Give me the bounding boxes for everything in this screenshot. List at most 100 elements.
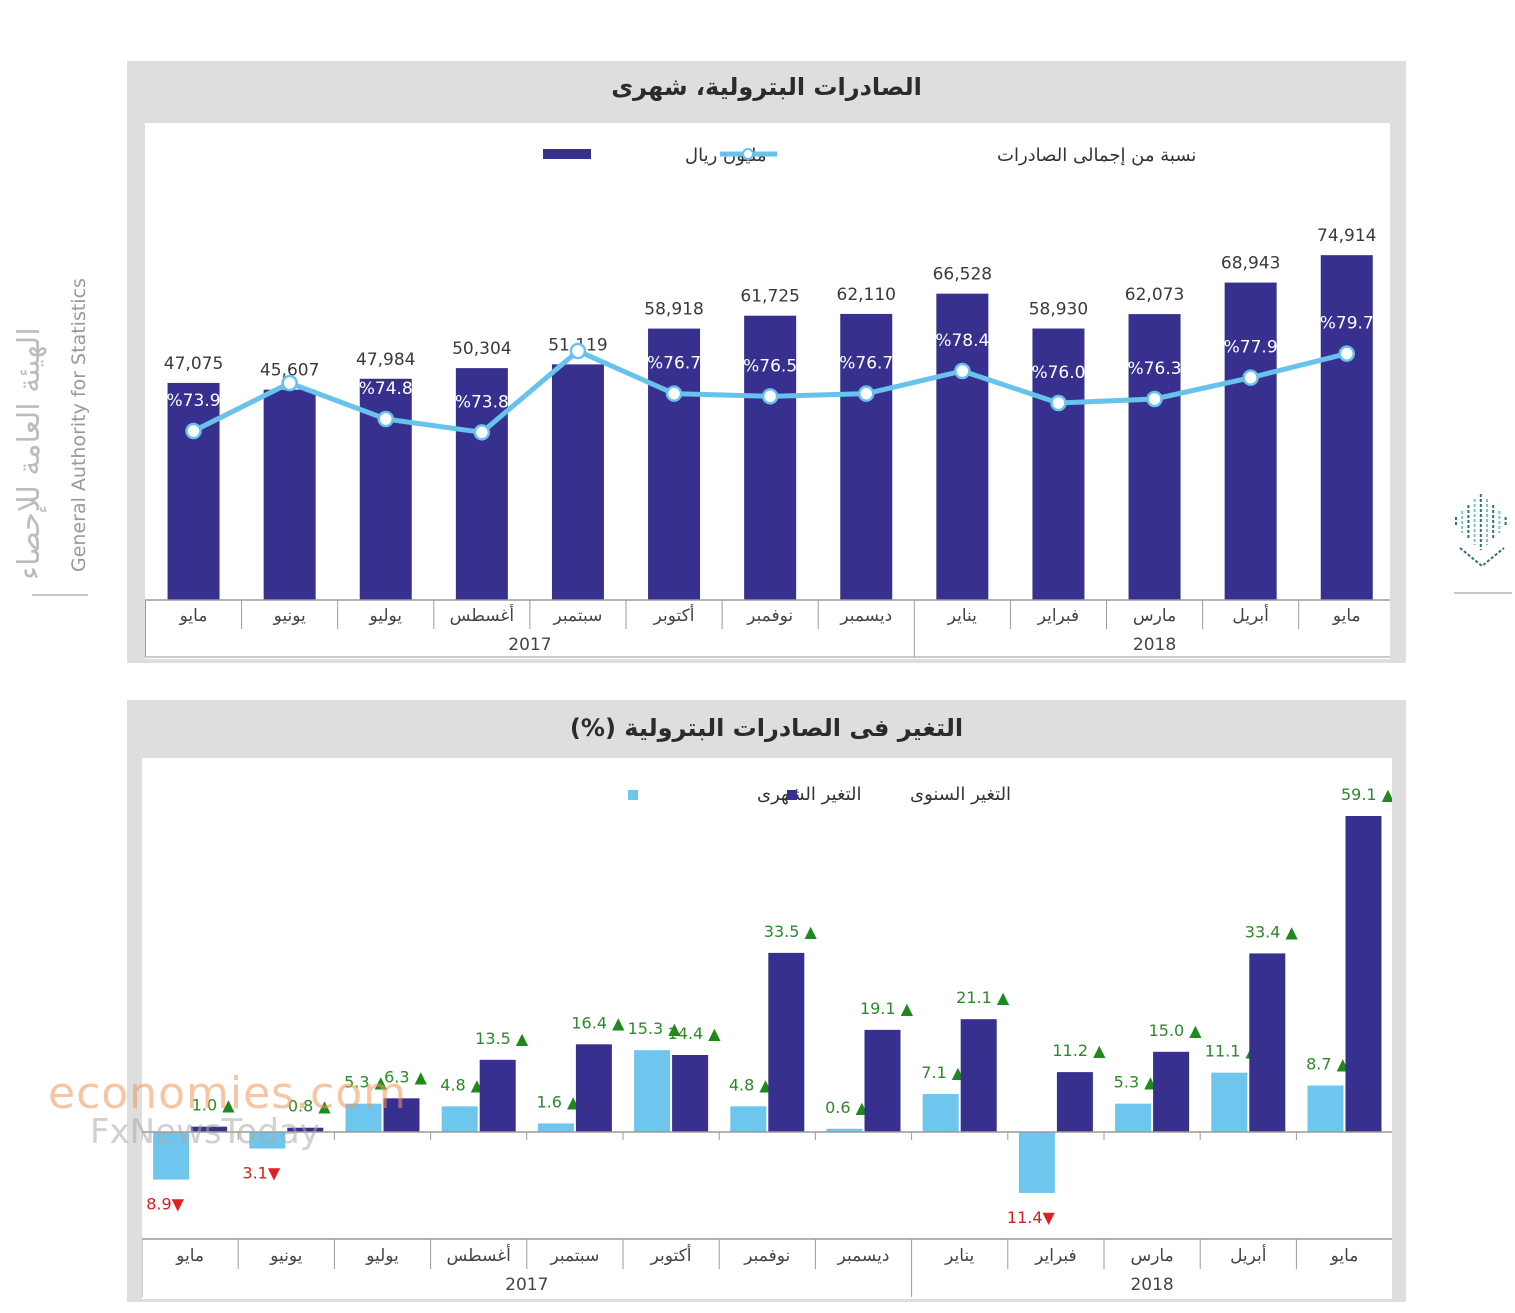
annual-change-label: 15.0 ▲ <box>1149 1021 1203 1040</box>
x-tick-label: أغسطس <box>450 604 514 626</box>
x-tick-label: مايو <box>1330 1246 1359 1266</box>
legend-label-line: نسبة من إجمالى الصادرات <box>997 145 1196 166</box>
x-tick-label: ديسمبر <box>837 1246 890 1266</box>
line-point <box>473 424 491 441</box>
bar-monthly-change <box>730 1106 767 1132</box>
line-value-label: %79.7 <box>1320 314 1374 334</box>
x-tick-label: يونيو <box>269 1246 302 1266</box>
annual-change-label: 16.4 ▲ <box>571 1013 625 1032</box>
line-point <box>1242 369 1259 386</box>
line-value-label: %79.9 <box>551 311 605 331</box>
annual-change-label: 13.5 ▲ <box>475 1029 529 1048</box>
bar-value-label: 45,607 <box>260 361 319 381</box>
line-point <box>377 410 394 428</box>
x-tick-label: سبتمبر <box>549 1246 599 1266</box>
bar-annual-change <box>768 952 805 1132</box>
bar-exports <box>1224 282 1277 600</box>
x-tick-label: أبريل <box>1230 1244 1266 1266</box>
year-label: 2018 <box>1130 1275 1173 1295</box>
annual-change-label: 19.1 ▲ <box>860 999 914 1018</box>
bar-monthly-change <box>634 1050 671 1132</box>
x-tick-label: مايو <box>175 1246 204 1266</box>
up-arrow-icon: ▲ <box>318 1097 331 1116</box>
side-branding-english: General Authority for Statistics <box>48 278 90 580</box>
line-value-label: %76.5 <box>743 356 797 376</box>
line-point <box>858 385 875 402</box>
bar-annual-change <box>287 1127 324 1132</box>
chart-1-title: الصادرات البترولية، شهرى <box>611 73 922 101</box>
bar-exports <box>936 293 989 600</box>
annual-change-label: 0.8 ▲ <box>288 1097 332 1116</box>
x-tick-label: يوليو <box>365 1246 399 1266</box>
x-tick-label: يونيو <box>273 606 306 626</box>
logo-chevron <box>1459 547 1505 568</box>
annual-change-label: 14.4 ▲ <box>668 1024 722 1043</box>
line-value-label: %74.8 <box>359 379 413 399</box>
bar-annual-change <box>1153 1051 1190 1132</box>
x-tick-label: فبراير <box>1034 1246 1076 1266</box>
down-arrow-icon: ▼ <box>268 1164 281 1183</box>
chart-2-svg: التغير الشهرى التغير السنوى 8.9▼ 1.0 ▲ 3.1▼ 0… <box>141 784 1395 1297</box>
monthly-change-label: 5.3 ▲ <box>344 1073 388 1092</box>
x-tick-label: أكتوبر <box>650 1244 692 1266</box>
bar-value-label: 58,930 <box>1029 300 1088 320</box>
annual-change-label: 59.1 ▲ <box>1341 785 1392 804</box>
monthly-change-label: 1.6 ▲ <box>536 1092 580 1111</box>
bar-annual-change <box>1056 1072 1093 1132</box>
bar-annual-change <box>864 1029 901 1132</box>
line-point <box>1050 394 1067 412</box>
bar-monthly-change <box>1307 1085 1344 1132</box>
watermark-line-2: FxNewsToday <box>90 1112 320 1152</box>
annual-change-label: 33.4 ▲ <box>1245 922 1299 941</box>
x-tick-label: نوفمبر <box>743 1246 790 1266</box>
side-divider <box>32 594 88 596</box>
legend-swatch-bar <box>543 149 591 159</box>
x-tick-label: مايو <box>1332 606 1361 626</box>
annual-change-label: 1.0 ▲ <box>192 1096 236 1115</box>
line-point <box>1338 345 1355 362</box>
year-label: 2018 <box>1133 635 1176 655</box>
year-label: 2017 <box>508 635 551 655</box>
up-arrow-icon: ▲ <box>1286 922 1299 941</box>
bar-annual-change <box>1249 953 1286 1132</box>
bar-annual-change <box>1345 816 1382 1132</box>
line-point <box>281 374 298 392</box>
bar-monthly-change <box>922 1094 959 1132</box>
line-point <box>761 388 779 405</box>
line-value-label: %73.8 <box>455 392 509 412</box>
bar-annual-change <box>960 1019 997 1132</box>
bar-exports <box>551 364 604 600</box>
up-arrow-icon: ▲ <box>901 999 914 1018</box>
up-arrow-icon: ▲ <box>805 922 818 941</box>
bar-value-label: 68,943 <box>1221 254 1280 274</box>
bar-value-label: 47,984 <box>356 350 415 370</box>
bar-annual-change <box>672 1055 709 1132</box>
line-value-label: %76.3 <box>1128 359 1182 379</box>
bar-exports <box>840 313 893 600</box>
legend-swatch-annual <box>787 790 797 800</box>
monthly-change-label: 4.8 ▲ <box>440 1075 484 1094</box>
line-value-label: %77.5 <box>263 343 317 363</box>
side-branding-arabic: الهيئة العامة للإحصاء <box>10 290 50 580</box>
line-value-label: %73.9 <box>167 391 221 411</box>
up-arrow-icon: ▲ <box>1093 1041 1106 1060</box>
bar-annual-change <box>191 1126 228 1132</box>
up-arrow-icon: ▲ <box>708 1024 721 1043</box>
bar-annual-change <box>383 1098 420 1132</box>
monthly-change-label: 5.3 ▲ <box>1114 1073 1158 1092</box>
line-value-label: %76.7 <box>839 354 893 374</box>
up-arrow-icon: ▲ <box>375 1073 388 1092</box>
up-arrow-icon: ▲ <box>612 1013 625 1032</box>
bar-value-label: 61,725 <box>740 287 799 307</box>
x-tick-label: أكتوبر <box>653 604 695 626</box>
monthly-change-label: 3.1▼ <box>242 1164 280 1183</box>
line-value-label: %77.9 <box>1224 338 1278 358</box>
bar-monthly-change <box>537 1123 574 1132</box>
bar-value-label: 62,073 <box>1125 285 1184 305</box>
line-point <box>185 422 202 440</box>
watermark-line-1: economies.com <box>48 1068 408 1119</box>
bar-monthly-change <box>826 1128 863 1132</box>
bar-exports <box>1128 314 1181 600</box>
brand-english-text: General Authority for Statistics <box>68 278 90 572</box>
bar-annual-change <box>479 1059 516 1132</box>
